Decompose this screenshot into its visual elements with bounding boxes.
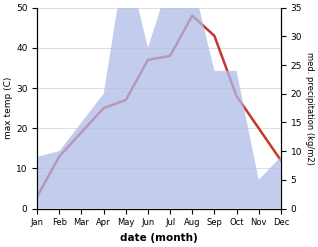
Y-axis label: med. precipitation (kg/m2): med. precipitation (kg/m2) — [305, 52, 314, 165]
X-axis label: date (month): date (month) — [120, 233, 198, 243]
Y-axis label: max temp (C): max temp (C) — [4, 77, 13, 139]
